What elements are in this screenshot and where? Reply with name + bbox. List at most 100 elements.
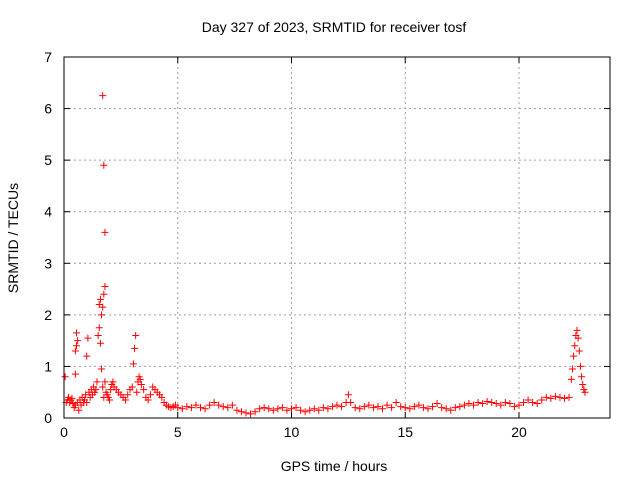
data-point-marker xyxy=(438,404,446,412)
data-point-marker xyxy=(101,228,109,236)
x-axis-title: GPS time / hours xyxy=(281,458,388,474)
data-point-marker xyxy=(242,409,250,417)
data-point-marker xyxy=(99,303,107,311)
data-point-marker xyxy=(140,386,148,394)
data-point-marker xyxy=(83,399,91,407)
data-point-marker xyxy=(510,403,518,411)
data-point-marker xyxy=(567,375,575,383)
data-point-marker xyxy=(101,282,109,290)
data-point-marker xyxy=(84,334,92,342)
data-point-marker xyxy=(479,400,487,408)
data-point-marker xyxy=(556,393,564,401)
data-point-marker xyxy=(465,400,473,408)
data-point-marker xyxy=(73,342,81,350)
data-point-marker xyxy=(547,394,555,402)
data-point-marker xyxy=(206,401,214,409)
data-point-marker xyxy=(144,396,152,404)
x-tick-label: 15 xyxy=(397,424,413,440)
data-point-marker xyxy=(451,404,459,412)
data-point-marker xyxy=(71,347,79,355)
y-tick-label: 2 xyxy=(44,307,52,323)
x-tick-label: 10 xyxy=(284,424,300,440)
data-point-marker xyxy=(410,403,418,411)
data-point-marker xyxy=(301,408,309,416)
data-point-marker xyxy=(99,383,107,391)
data-point-marker xyxy=(568,365,576,373)
data-point-marker xyxy=(75,406,83,414)
data-point-marker xyxy=(283,406,291,414)
data-point-marker xyxy=(178,405,186,413)
data-point-marker xyxy=(100,161,108,169)
data-point-marker xyxy=(228,401,236,409)
data-point-marker xyxy=(219,403,227,411)
y-tick-label: 3 xyxy=(44,255,52,271)
data-point-marker xyxy=(379,405,386,413)
data-point-marker xyxy=(278,404,286,412)
data-point-marker xyxy=(109,378,117,386)
data-point-marker xyxy=(515,401,523,409)
data-point-marker xyxy=(73,329,81,337)
data-point-marker xyxy=(251,408,259,416)
data-point-marker xyxy=(106,396,113,404)
data-point-marker xyxy=(533,400,541,408)
data-point-marker xyxy=(93,378,101,386)
y-tick-label: 7 xyxy=(44,49,52,65)
data-point-marker xyxy=(174,404,182,412)
data-point-marker xyxy=(360,403,368,411)
data-point-marker xyxy=(524,396,532,404)
data-point-marker xyxy=(497,401,505,409)
data-point-marker xyxy=(315,406,323,414)
data-point-marker xyxy=(571,342,579,350)
data-point-marker xyxy=(288,405,295,413)
data-point-marker xyxy=(137,380,145,388)
x-tick-label: 5 xyxy=(174,424,182,440)
data-point-marker xyxy=(365,401,373,409)
data-point-marker xyxy=(132,331,140,339)
data-point-marker xyxy=(94,331,102,339)
data-point-marker xyxy=(192,401,200,409)
data-point-marker xyxy=(506,400,514,408)
data-point-marker xyxy=(146,391,154,399)
data-point-marker xyxy=(133,388,141,396)
data-point-marker xyxy=(201,405,209,413)
data-point-marker xyxy=(92,386,100,394)
data-point-marker xyxy=(575,347,583,355)
data-point-marker xyxy=(233,406,241,414)
data-point-marker xyxy=(460,401,468,409)
data-point-marker xyxy=(128,383,136,391)
y-tick-label: 1 xyxy=(44,358,52,374)
data-point-marker xyxy=(383,401,391,409)
data-point-marker xyxy=(488,399,496,407)
data-point-marker xyxy=(95,324,103,332)
data-point-marker xyxy=(501,399,509,407)
data-point-marker xyxy=(492,400,500,408)
data-point-marker xyxy=(351,404,359,412)
data-point-marker xyxy=(265,405,273,413)
data-point-marker xyxy=(310,405,318,413)
data-point-marker xyxy=(99,92,107,100)
data-point-marker xyxy=(442,405,450,413)
data-point-marker xyxy=(224,404,232,412)
data-point-marker xyxy=(96,339,104,347)
data-point-marker xyxy=(210,399,218,407)
data-point-marker xyxy=(520,399,528,407)
data-point-marker xyxy=(338,403,346,411)
data-point-marker xyxy=(573,326,581,334)
data-point-marker xyxy=(561,394,568,402)
data-point-marker xyxy=(61,373,69,381)
data-point-marker xyxy=(570,352,578,360)
data-point-marker xyxy=(100,290,108,298)
data-point-marker xyxy=(297,406,305,414)
y-tick-label: 4 xyxy=(44,204,52,220)
data-point-marker xyxy=(356,405,364,413)
data-point-marker xyxy=(565,393,573,401)
data-point-marker xyxy=(183,403,191,411)
data-point-marker xyxy=(347,399,355,407)
y-tick-label: 5 xyxy=(44,152,52,168)
data-point-marker xyxy=(429,403,437,411)
grid-lines xyxy=(64,57,610,418)
data-point-marker xyxy=(292,404,300,412)
data-point-marker xyxy=(247,410,255,418)
data-point-marker xyxy=(456,403,464,411)
